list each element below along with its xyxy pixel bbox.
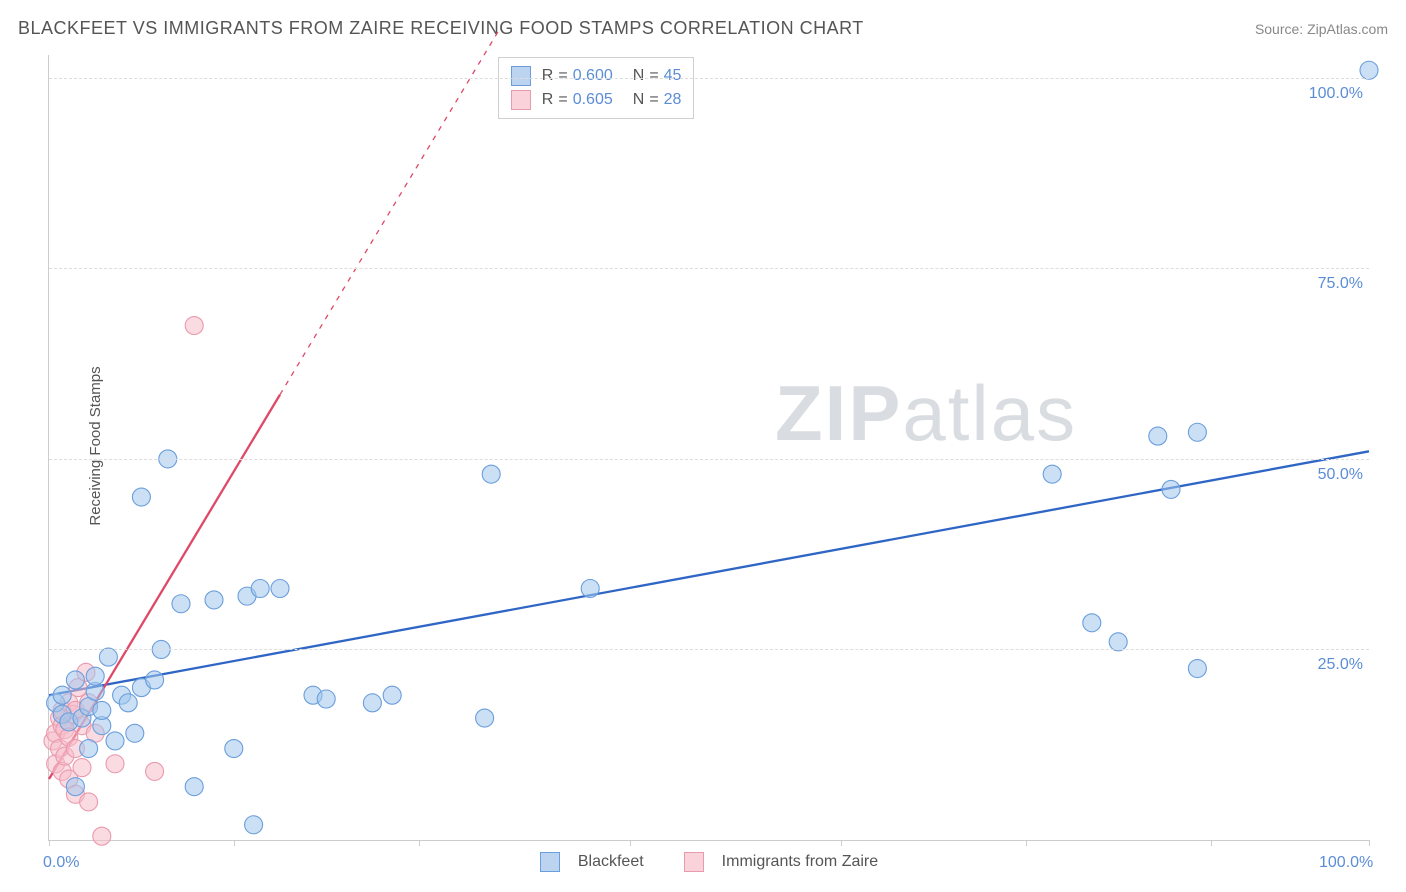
legend-swatch — [540, 852, 560, 872]
source-label: Source: ZipAtlas.com — [1255, 21, 1388, 37]
legend-label: Immigrants from Zaire — [722, 853, 878, 871]
scatter-point — [1043, 465, 1061, 483]
scatter-point — [172, 595, 190, 613]
y-tick-label: 75.0% — [1318, 275, 1363, 293]
equals-sign: = — [649, 67, 658, 85]
scatter-point — [80, 793, 98, 811]
scatter-point — [251, 579, 269, 597]
equals-sign: = — [558, 91, 567, 109]
legend-swatch — [511, 90, 531, 110]
legend-label: Blackfeet — [578, 853, 644, 871]
scatter-point — [119, 694, 137, 712]
scatter-point — [245, 816, 263, 834]
chart-plot-area: ZIPatlas R=0.600N=45R=0.605N=28 Blackfee… — [48, 55, 1369, 841]
scatter-point — [53, 686, 71, 704]
legend-r-label: R — [542, 91, 554, 109]
legend-item: Immigrants from Zaire — [684, 852, 878, 872]
scatter-point — [86, 667, 104, 685]
scatter-svg — [49, 55, 1369, 840]
y-tick-label: 100.0% — [1309, 85, 1363, 103]
x-tick — [630, 840, 631, 846]
legend-swatch — [511, 66, 531, 86]
legend-n-value: 28 — [664, 91, 682, 109]
scatter-point — [1162, 480, 1180, 498]
x-tick — [1026, 840, 1027, 846]
scatter-point — [317, 690, 335, 708]
scatter-point — [1188, 423, 1206, 441]
legend-n-label: N — [633, 91, 645, 109]
scatter-point — [66, 778, 84, 796]
gridline — [49, 78, 1369, 79]
legend-correlation: R=0.600N=45R=0.605N=28 — [498, 57, 695, 119]
scatter-point — [99, 648, 117, 666]
scatter-point — [80, 740, 98, 758]
x-tick — [419, 840, 420, 846]
scatter-point — [185, 317, 203, 335]
gridline — [49, 268, 1369, 269]
x-tick — [1211, 840, 1212, 846]
x-tick — [1369, 840, 1370, 846]
x-tick — [49, 840, 50, 846]
scatter-point — [66, 671, 84, 689]
scatter-point — [1149, 427, 1167, 445]
scatter-point — [132, 488, 150, 506]
x-tick-label: 0.0% — [43, 854, 79, 872]
scatter-point — [271, 579, 289, 597]
scatter-point — [476, 709, 494, 727]
legend-row: R=0.605N=28 — [511, 88, 682, 112]
scatter-point — [146, 762, 164, 780]
scatter-point — [73, 759, 91, 777]
scatter-point — [146, 671, 164, 689]
legend-row: R=0.600N=45 — [511, 64, 682, 88]
legend-r-value: 0.605 — [573, 91, 613, 109]
scatter-point — [1109, 633, 1127, 651]
scatter-point — [106, 732, 124, 750]
x-tick — [841, 840, 842, 846]
scatter-point — [225, 740, 243, 758]
equals-sign: = — [649, 91, 658, 109]
y-tick-label: 25.0% — [1318, 656, 1363, 674]
scatter-point — [383, 686, 401, 704]
legend-r-label: R — [542, 67, 554, 85]
x-tick — [234, 840, 235, 846]
scatter-point — [363, 694, 381, 712]
legend-item: Blackfeet — [540, 852, 644, 872]
scatter-point — [93, 701, 111, 719]
chart-title: BLACKFEET VS IMMIGRANTS FROM ZAIRE RECEI… — [18, 18, 864, 39]
scatter-point — [93, 827, 111, 845]
equals-sign: = — [558, 67, 567, 85]
legend-n-label: N — [633, 67, 645, 85]
legend-swatch — [684, 852, 704, 872]
scatter-point — [185, 778, 203, 796]
gridline — [49, 649, 1369, 650]
gridline — [49, 459, 1369, 460]
scatter-point — [126, 724, 144, 742]
y-tick-label: 50.0% — [1318, 466, 1363, 484]
x-tick-label: 100.0% — [1319, 854, 1373, 872]
scatter-point — [1083, 614, 1101, 632]
scatter-point — [1360, 61, 1378, 79]
legend-series: Blackfeet Immigrants from Zaire — [49, 852, 1369, 872]
legend-r-value: 0.600 — [573, 67, 613, 85]
scatter-point — [581, 579, 599, 597]
scatter-point — [1188, 660, 1206, 678]
scatter-point — [482, 465, 500, 483]
scatter-point — [205, 591, 223, 609]
trend-line-dashed — [280, 32, 498, 394]
scatter-point — [106, 755, 124, 773]
legend-n-value: 45 — [664, 67, 682, 85]
